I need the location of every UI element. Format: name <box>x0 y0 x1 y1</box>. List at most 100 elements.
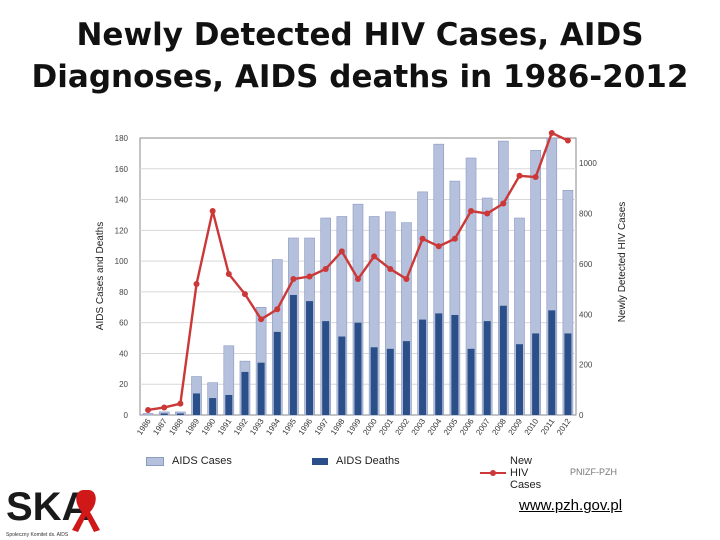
x-tick-label-1989: 1989 <box>184 417 202 437</box>
bar-aids-deaths-1994 <box>273 331 281 415</box>
bar-aids-deaths-2009 <box>515 344 523 415</box>
y-tick-label: 60 <box>119 319 128 328</box>
x-tick-label-2008: 2008 <box>490 417 508 437</box>
legend-new-hiv-cases: New HIV Cases <box>480 455 550 491</box>
point-new-hiv-1995 <box>290 276 297 283</box>
point-new-hiv-1986 <box>145 406 152 413</box>
point-new-hiv-2003 <box>419 235 426 242</box>
y-tick-label: 0 <box>124 411 129 420</box>
bar-aids-deaths-2002 <box>402 341 410 415</box>
point-new-hiv-2002 <box>403 276 410 283</box>
x-tick-label-2012: 2012 <box>555 417 573 437</box>
y2-axis-label: Newly Detected HIV Cases <box>617 202 628 323</box>
bar-aids-deaths-2007 <box>483 321 491 415</box>
x-tick-label-2003: 2003 <box>410 417 428 437</box>
y-tick-label: 160 <box>115 165 129 174</box>
point-new-hiv-2009 <box>516 172 523 179</box>
x-tick-label-2006: 2006 <box>458 417 476 437</box>
bar-aids-deaths-1992 <box>241 371 249 415</box>
y2-tick-label: 200 <box>579 361 593 370</box>
point-new-hiv-2005 <box>451 235 458 242</box>
bar-aids-deaths-1997 <box>322 321 330 415</box>
bar-aids-deaths-1995 <box>289 294 297 415</box>
x-tick-label-1992: 1992 <box>232 417 250 437</box>
y-tick-label: 80 <box>119 288 128 297</box>
bar-aids-deaths-1988 <box>176 413 184 415</box>
x-tick-label-1997: 1997 <box>313 417 331 437</box>
y2-tick-label: 0 <box>579 411 584 420</box>
slide-title: Newly Detected HIV Cases, AIDS Diagnoses… <box>0 14 720 98</box>
legend-aids-cases: AIDS Cases <box>146 455 232 485</box>
source-url-link[interactable]: www.pzh.gov.pl <box>519 497 623 514</box>
slide-title-line-2: Diagnoses, AIDS deaths in 1986-2012 <box>31 59 689 95</box>
bar-aids-deaths-2003 <box>419 319 427 415</box>
x-tick-label-2000: 2000 <box>361 417 379 437</box>
y-tick-label: 140 <box>115 196 129 205</box>
bar-aids-deaths-2010 <box>532 333 540 415</box>
point-new-hiv-2001 <box>387 265 394 272</box>
bar-aids-deaths-2001 <box>386 348 394 415</box>
point-new-hiv-2004 <box>435 243 442 250</box>
x-tick-label-2009: 2009 <box>507 417 525 437</box>
y-tick-label: 40 <box>119 349 128 358</box>
point-new-hiv-2011 <box>548 129 555 136</box>
bar-aids-deaths-2000 <box>370 347 378 415</box>
x-tick-label-2001: 2001 <box>377 417 395 437</box>
y2-tick-label: 400 <box>579 310 593 319</box>
y2-tick-label: 800 <box>579 210 593 219</box>
legend-swatch-aids-deaths <box>312 457 328 465</box>
y2-tick-label: 1000 <box>579 159 597 168</box>
point-new-hiv-2010 <box>532 174 539 181</box>
bar-aids-deaths-1989 <box>193 393 201 415</box>
point-new-hiv-1997 <box>322 265 329 272</box>
bar-aids-deaths-1998 <box>338 336 346 415</box>
logo-subtext: Społeczny Komitet ds. AIDS <box>6 532 69 538</box>
legend-label-aids-cases: AIDS Cases <box>172 455 232 468</box>
point-new-hiv-1994 <box>274 306 281 313</box>
x-tick-label-1999: 1999 <box>345 417 363 437</box>
bar-aids-deaths-1996 <box>306 301 314 415</box>
x-tick-label-1991: 1991 <box>216 417 234 437</box>
x-tick-label-2004: 2004 <box>426 417 444 437</box>
point-new-hiv-1991 <box>225 270 232 277</box>
point-new-hiv-1988 <box>177 400 184 407</box>
legend-swatch-aids-cases <box>146 456 164 466</box>
x-tick-label-1988: 1988 <box>167 417 185 437</box>
point-new-hiv-2000 <box>371 253 378 260</box>
x-tick-label-1995: 1995 <box>280 417 298 437</box>
point-new-hiv-1999 <box>355 276 361 283</box>
slide-title-line-1: Newly Detected HIV Cases, AIDS <box>76 17 644 53</box>
bar-aids-deaths-2005 <box>451 314 459 415</box>
legend-swatch-new-hiv-cases <box>480 470 506 476</box>
bar-aids-deaths-1991 <box>225 394 233 415</box>
point-new-hiv-2006 <box>468 208 475 215</box>
bar-aids-deaths-2011 <box>548 310 556 415</box>
bar-aids-cases-1986 <box>142 413 154 416</box>
x-tick-label-2002: 2002 <box>394 417 412 437</box>
legend-label-new-hiv-cases: New HIV Cases <box>510 455 542 491</box>
y-tick-label: 120 <box>115 226 129 235</box>
x-tick-label-1994: 1994 <box>264 417 282 437</box>
x-tick-label-1987: 1987 <box>151 417 169 437</box>
bar-aids-deaths-2004 <box>435 313 443 415</box>
ska-logo: SKA Społeczny Komitet ds. AIDS <box>0 478 112 540</box>
x-tick-label-2005: 2005 <box>442 417 460 437</box>
bar-aids-deaths-1987 <box>160 413 168 415</box>
x-tick-label-1986: 1986 <box>135 417 153 437</box>
logo-wordmark: SKA <box>6 485 90 529</box>
point-new-hiv-1990 <box>209 208 216 215</box>
point-new-hiv-2008 <box>500 200 507 207</box>
source-credit: PNIZF-PZH <box>570 467 617 477</box>
y2-tick-label: 600 <box>579 260 593 269</box>
bar-aids-deaths-2008 <box>499 305 507 415</box>
bar-aids-deaths-2006 <box>467 348 475 415</box>
y-tick-label: 100 <box>115 257 129 266</box>
red-ribbon-icon <box>72 490 100 532</box>
point-new-hiv-1993 <box>258 316 265 323</box>
hiv-line-group <box>145 129 571 413</box>
bar-aids-deaths-1999 <box>354 322 362 415</box>
y-tick-label: 20 <box>119 380 128 389</box>
point-new-hiv-2012 <box>564 137 571 144</box>
legend-aids-deaths: AIDS Deaths <box>312 455 400 485</box>
